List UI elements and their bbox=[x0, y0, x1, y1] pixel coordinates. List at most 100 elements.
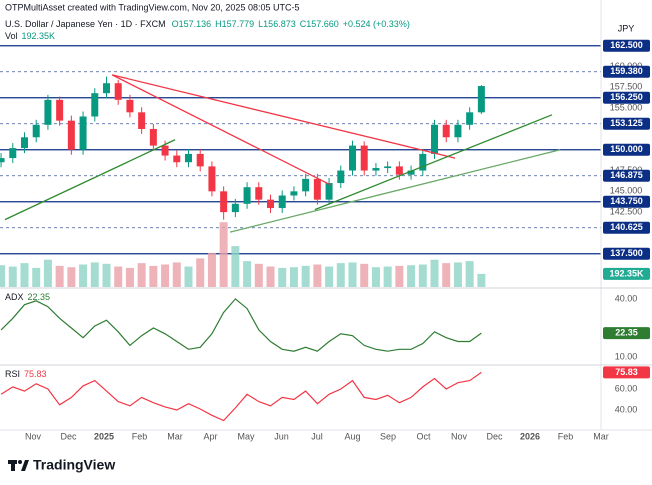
volume-box bbox=[603, 267, 650, 280]
ohlc-open: O157.136 bbox=[172, 19, 212, 29]
candle-body bbox=[102, 83, 110, 94]
trend-line bbox=[112, 74, 456, 159]
level-label: 156.250 bbox=[610, 92, 643, 102]
x-tick-label: May bbox=[238, 431, 256, 441]
indicator-name: RSI bbox=[5, 369, 20, 379]
candle-body bbox=[384, 166, 392, 169]
symbol-line: U.S. Dollar / Japanese Yen · 1D · FXCM O1… bbox=[5, 19, 410, 29]
volume-bar bbox=[137, 263, 146, 287]
indicator-legend-value: 22.35 bbox=[28, 292, 51, 302]
x-tick-label: Nov bbox=[25, 431, 42, 441]
volume-bar bbox=[395, 265, 404, 287]
candle-body bbox=[372, 168, 380, 171]
level-box bbox=[603, 143, 650, 156]
level-box bbox=[603, 39, 650, 52]
volume-bar bbox=[430, 259, 439, 287]
trend-line bbox=[111, 74, 331, 186]
candle-body bbox=[185, 153, 193, 163]
candle-body bbox=[44, 99, 52, 125]
y-tick-label: 157.500 bbox=[610, 82, 643, 92]
volume-bar bbox=[325, 266, 334, 287]
candle-body bbox=[231, 203, 239, 213]
candle-body bbox=[208, 166, 216, 192]
change: +0.524 (+0.33%) bbox=[343, 19, 410, 29]
volume-name: Vol bbox=[5, 31, 18, 41]
volume-bar bbox=[371, 267, 380, 287]
x-tick-label: Apr bbox=[204, 431, 218, 441]
volume-bar bbox=[383, 266, 392, 287]
brand: TradingView bbox=[33, 457, 115, 473]
volume-bar bbox=[172, 262, 181, 287]
volume-label: 192.35K bbox=[609, 268, 644, 278]
volume-bar bbox=[453, 262, 462, 287]
x-tick-label: Nov bbox=[451, 431, 468, 441]
volume-bar bbox=[125, 267, 134, 287]
x-tick-label: Aug bbox=[344, 431, 360, 441]
volume-bar bbox=[55, 265, 64, 287]
volume-bar bbox=[243, 261, 252, 287]
indicator-legend: RSI 75.83 bbox=[5, 369, 47, 379]
y-tick-label: 142.500 bbox=[610, 207, 643, 217]
volume-bar bbox=[32, 267, 41, 287]
candle-body bbox=[360, 145, 368, 171]
volume-bar bbox=[266, 266, 275, 287]
candle-body bbox=[32, 124, 40, 138]
level-box bbox=[603, 117, 650, 130]
volume-bar bbox=[477, 273, 486, 287]
volume-bar bbox=[161, 264, 170, 287]
level-box bbox=[603, 247, 650, 260]
level-label: 140.625 bbox=[610, 222, 643, 232]
volume-bar bbox=[90, 262, 99, 287]
level-box bbox=[603, 195, 650, 208]
candle-body bbox=[325, 183, 333, 200]
volume-bar bbox=[8, 266, 17, 287]
volume-bar bbox=[231, 246, 240, 287]
candle-body bbox=[243, 187, 251, 204]
indicator-name: ADX bbox=[5, 292, 24, 302]
indicator-legend: ADX 22.35 bbox=[5, 292, 50, 302]
volume-bar bbox=[465, 261, 474, 287]
volume-bar bbox=[0, 265, 6, 287]
volume-bar bbox=[254, 263, 263, 287]
indicator-value: 22.35 bbox=[615, 327, 638, 337]
candle-body bbox=[454, 124, 462, 138]
level-label: 137.500 bbox=[610, 248, 643, 258]
candle-body bbox=[466, 112, 474, 125]
candle-body bbox=[0, 158, 5, 163]
indicator-line bbox=[0, 371, 482, 422]
candle-body bbox=[313, 178, 321, 200]
volume-bar bbox=[442, 263, 451, 287]
level-box bbox=[603, 169, 650, 182]
volume-bar bbox=[360, 263, 369, 287]
candle-body bbox=[220, 191, 228, 213]
credit: OTPMultiAsset created with TradingView.c… bbox=[5, 2, 299, 12]
candle-body bbox=[407, 170, 415, 175]
plot-area: Nov Dec 2025 Feb Mar Apr May Jun Jul Aug Sep Oct Nov… bbox=[0, 45, 609, 441]
candle-body bbox=[79, 116, 87, 150]
logo-mark bbox=[21, 460, 29, 471]
level-label: 162.500 bbox=[610, 40, 643, 50]
candle-body bbox=[290, 191, 298, 196]
indicator-box bbox=[603, 366, 650, 379]
y-tick-label: 155.000 bbox=[610, 103, 643, 113]
volume-bar bbox=[313, 264, 322, 287]
candle-body bbox=[91, 93, 99, 117]
candle-body bbox=[302, 178, 310, 192]
x-tick-label: Jun bbox=[274, 431, 289, 441]
logo-mark bbox=[18, 460, 22, 464]
level-label: 143.750 bbox=[610, 196, 643, 206]
header: OTPMultiAsset created with TradingView.c… bbox=[5, 2, 634, 41]
volume-legend: Vol 192.35K bbox=[5, 31, 55, 41]
x-tick-label: Dec bbox=[61, 431, 78, 441]
x-tick-label: Dec bbox=[486, 431, 503, 441]
indicator-tick-label: 40.00 bbox=[615, 293, 638, 303]
candle-body bbox=[149, 128, 157, 146]
volume-bar bbox=[20, 263, 29, 287]
volume-bar bbox=[149, 265, 158, 287]
candle-body bbox=[267, 199, 275, 208]
trend-line bbox=[4, 139, 176, 221]
volume-bar bbox=[336, 263, 345, 287]
candle-body bbox=[126, 99, 134, 113]
candle-body bbox=[442, 124, 450, 138]
y-tick-label: 145.000 bbox=[610, 186, 643, 196]
